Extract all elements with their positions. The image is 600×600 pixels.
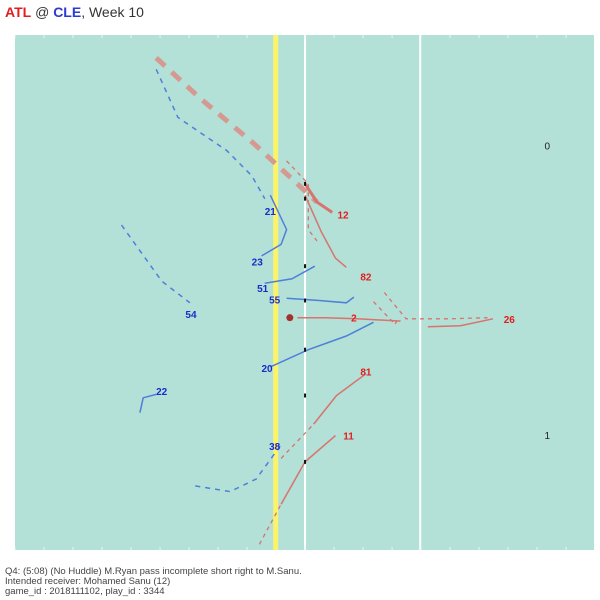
player-route	[286, 296, 355, 304]
player-label: 26	[504, 315, 516, 326]
player-route	[264, 265, 316, 285]
play-caption: Q4: (5:08) (No Huddle) M.Ryan pass incom…	[5, 567, 302, 597]
player-route	[269, 321, 374, 368]
intended-receiver: Intended receiver: Mohamed Sanu (12)	[5, 576, 171, 587]
player-label: 82	[360, 272, 372, 283]
at-symbol: @	[35, 4, 50, 20]
player-pre-route	[383, 292, 488, 320]
player-route	[303, 182, 334, 214]
player-label: 11	[343, 432, 354, 443]
chart-title: ATL @ CLE, Week 10	[5, 4, 144, 20]
away-team: ATL	[5, 4, 32, 20]
play-description: Q4: (5:08) (No Huddle) M.Ryan pass incom…	[5, 566, 302, 577]
player-route	[313, 373, 367, 425]
player-label: 38	[269, 442, 281, 453]
player-route	[297, 316, 401, 322]
home-team: CLE	[53, 4, 82, 20]
player-label: 81	[360, 367, 372, 378]
player-label: 21	[265, 207, 277, 218]
player-route	[120, 224, 191, 304]
player-label: 51	[257, 284, 269, 295]
player-route	[427, 318, 494, 328]
player-label: 22	[156, 387, 168, 398]
week-label: , Week 10	[81, 4, 144, 20]
player-pre-route	[154, 56, 319, 204]
player-label: 23	[252, 258, 264, 269]
player-label: 20	[261, 364, 273, 375]
player-label: 12	[338, 211, 350, 222]
player-route	[304, 194, 347, 268]
player-label: 54	[185, 310, 197, 321]
hash-label: 0	[545, 141, 551, 152]
player-route	[139, 393, 157, 413]
player-route	[261, 194, 288, 257]
game-ids: game_id : 2018111102, play_id : 3344	[5, 586, 165, 597]
player-label: 2	[351, 314, 357, 325]
football	[286, 314, 294, 322]
player-label: 55	[269, 295, 281, 306]
player-route	[155, 68, 266, 200]
hash-label: 1	[545, 431, 551, 442]
